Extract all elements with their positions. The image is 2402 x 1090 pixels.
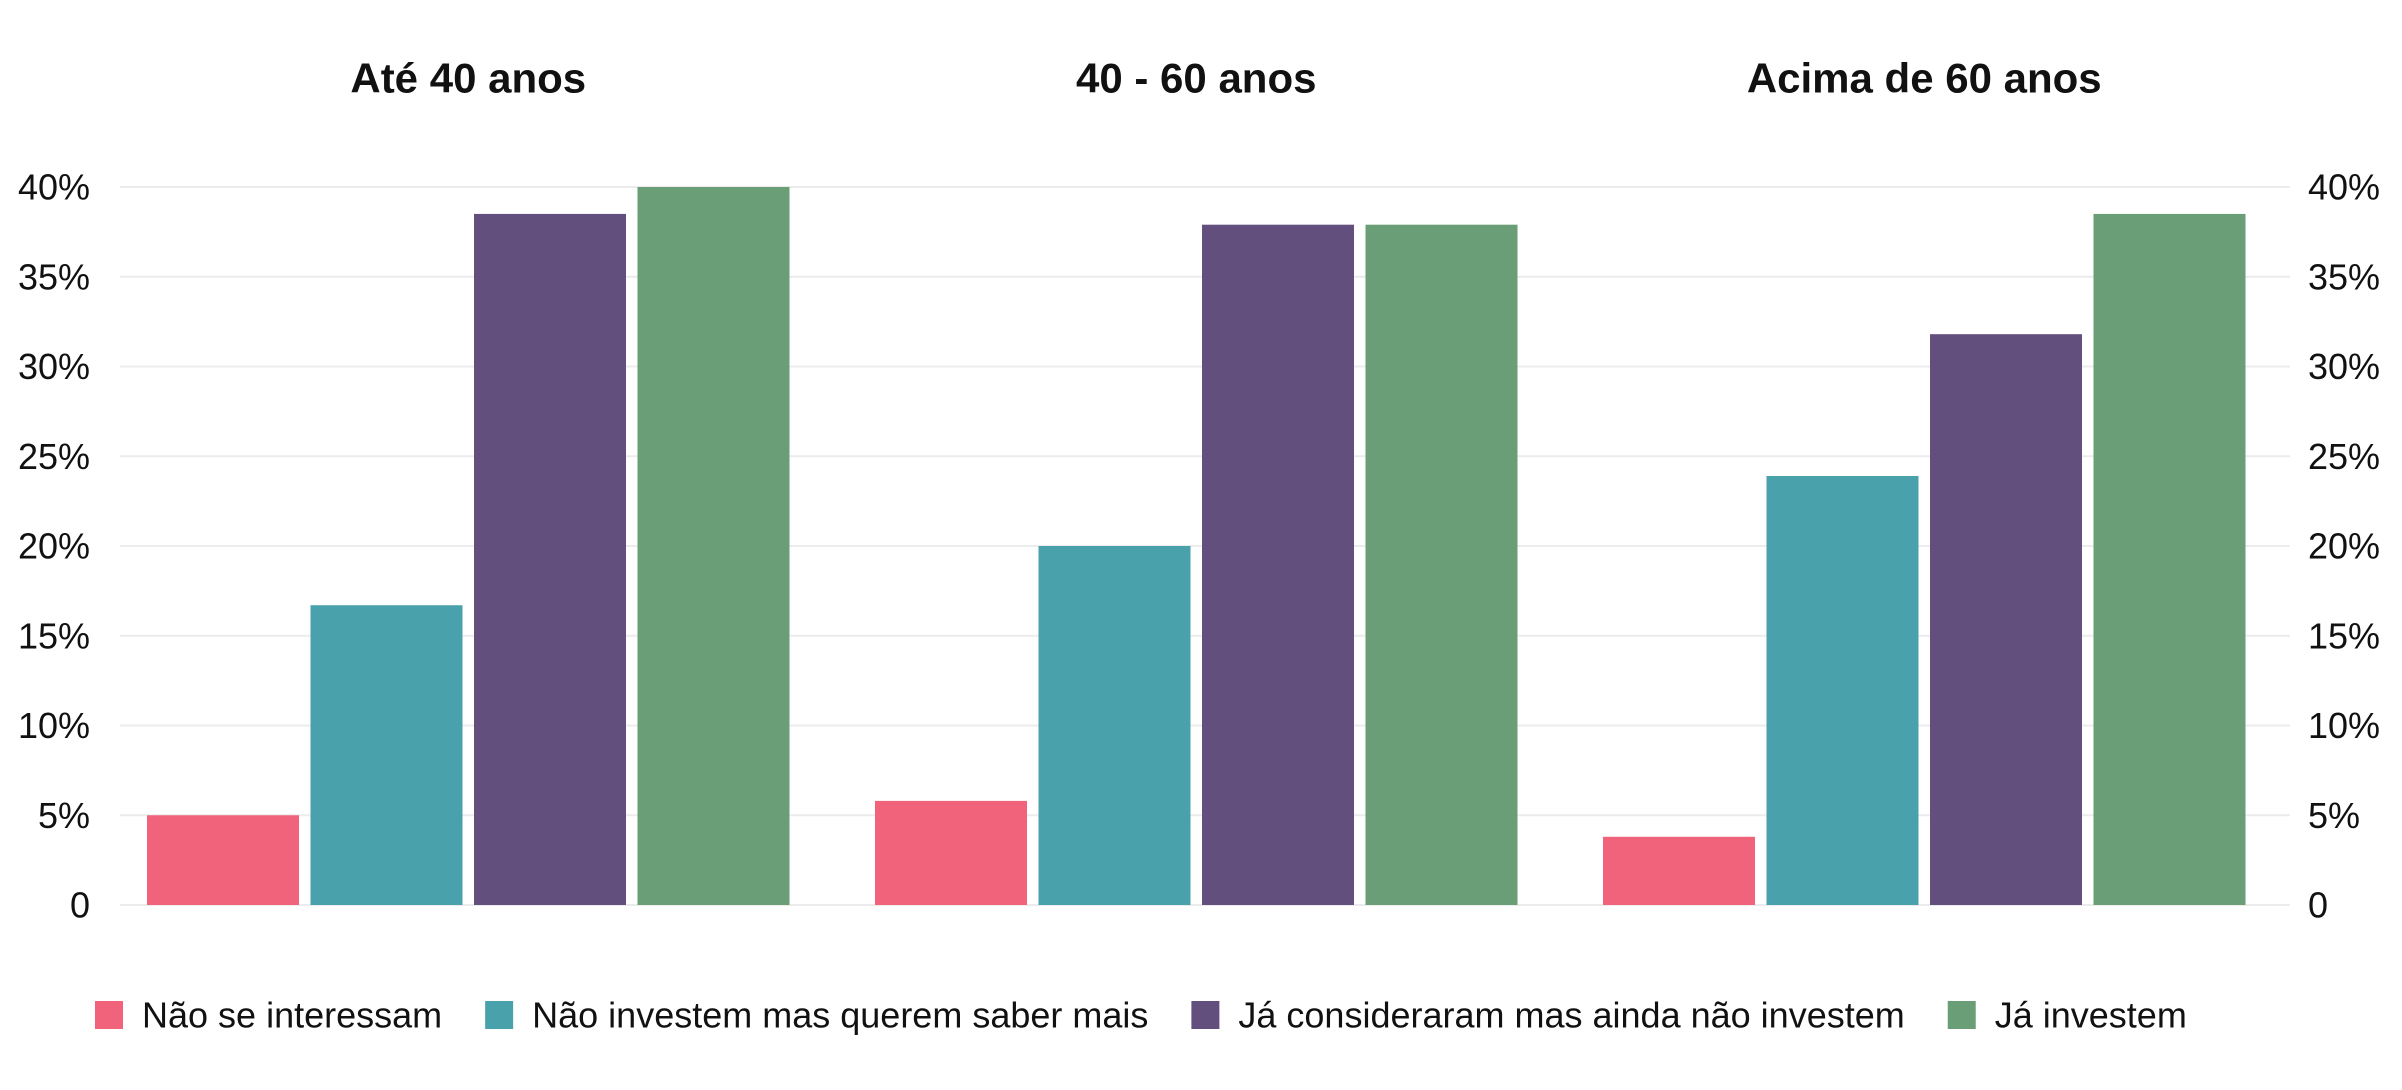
- panels-layer: Até 40 anos 40 - 60 anos Acima de 60 anos: [147, 55, 2246, 906]
- chart-panel: 40 - 60 anos: [875, 55, 1518, 905]
- legend-swatch: [485, 1001, 514, 1029]
- y-tick-label-left: 25%: [18, 436, 90, 477]
- bar: [1365, 224, 1518, 905]
- y-tick-label-right: 25%: [2308, 436, 2380, 477]
- y-tick-label-right: 5%: [2308, 795, 2360, 836]
- bar: [1202, 224, 1354, 905]
- legend-item: Já investem: [1947, 995, 2187, 1036]
- bar: [1766, 475, 1919, 905]
- bar: [147, 815, 299, 905]
- chart-panel: Até 40 anos: [147, 55, 790, 906]
- legend-swatch: [1947, 1001, 1976, 1029]
- y-tick-label-right: 15%: [2308, 615, 2380, 656]
- legend-item: Não se interessam: [95, 995, 442, 1036]
- legend-label: Já investem: [1995, 995, 2187, 1036]
- bar: [1038, 546, 1191, 905]
- legend-label: Não investem mas querem saber mais: [532, 995, 1148, 1036]
- legend-item: Já consideraram mas ainda não investem: [1191, 995, 1905, 1036]
- y-axis-right: 0 5% 10% 15% 20% 25% 30% 35% 40%: [2308, 167, 2380, 926]
- legend-swatch: [1191, 1001, 1220, 1029]
- y-tick-label-right: 30%: [2308, 346, 2380, 387]
- y-tick-label-left: 20%: [18, 526, 90, 567]
- legend: Não se interessam Não investem mas querem…: [95, 995, 2187, 1036]
- y-tick-label-right: 20%: [2308, 526, 2380, 567]
- y-tick-label-left: 40%: [18, 167, 90, 208]
- y-tick-label-right: 10%: [2308, 705, 2380, 746]
- bar: [2093, 213, 2246, 906]
- y-tick-label-right: 40%: [2308, 167, 2380, 208]
- bar: [875, 800, 1027, 905]
- y-tick-label-left: 35%: [18, 256, 90, 297]
- bar: [1603, 836, 1755, 905]
- legend-swatch: [95, 1001, 123, 1029]
- legend-item: Não investem mas querem saber mais: [485, 995, 1148, 1036]
- y-tick-label-left: 15%: [18, 615, 90, 656]
- y-tick-label-right: 35%: [2308, 256, 2380, 297]
- legend-label: Já consideraram mas ainda não investem: [1238, 995, 1904, 1036]
- y-tick-label-right: 0: [2308, 885, 2328, 926]
- bar: [310, 605, 463, 905]
- chart-panel: Acima de 60 anos: [1603, 55, 2246, 906]
- y-axis-left: 0 5% 10% 15% 20% 25% 30% 35% 40%: [18, 167, 90, 926]
- y-tick-label-left: 10%: [18, 705, 90, 746]
- y-tick-label-left: 30%: [18, 346, 90, 387]
- panel-title: Até 40 anos: [350, 55, 586, 102]
- bar: [474, 213, 626, 906]
- bar: [1930, 334, 2082, 905]
- panel-title: Acima de 60 anos: [1747, 55, 2102, 102]
- y-tick-label-left: 5%: [38, 795, 90, 836]
- panel-title: 40 - 60 anos: [1076, 55, 1316, 102]
- y-tick-label-left: 0: [70, 885, 90, 926]
- legend-label: Não se interessam: [142, 995, 442, 1036]
- bar: [637, 187, 790, 905]
